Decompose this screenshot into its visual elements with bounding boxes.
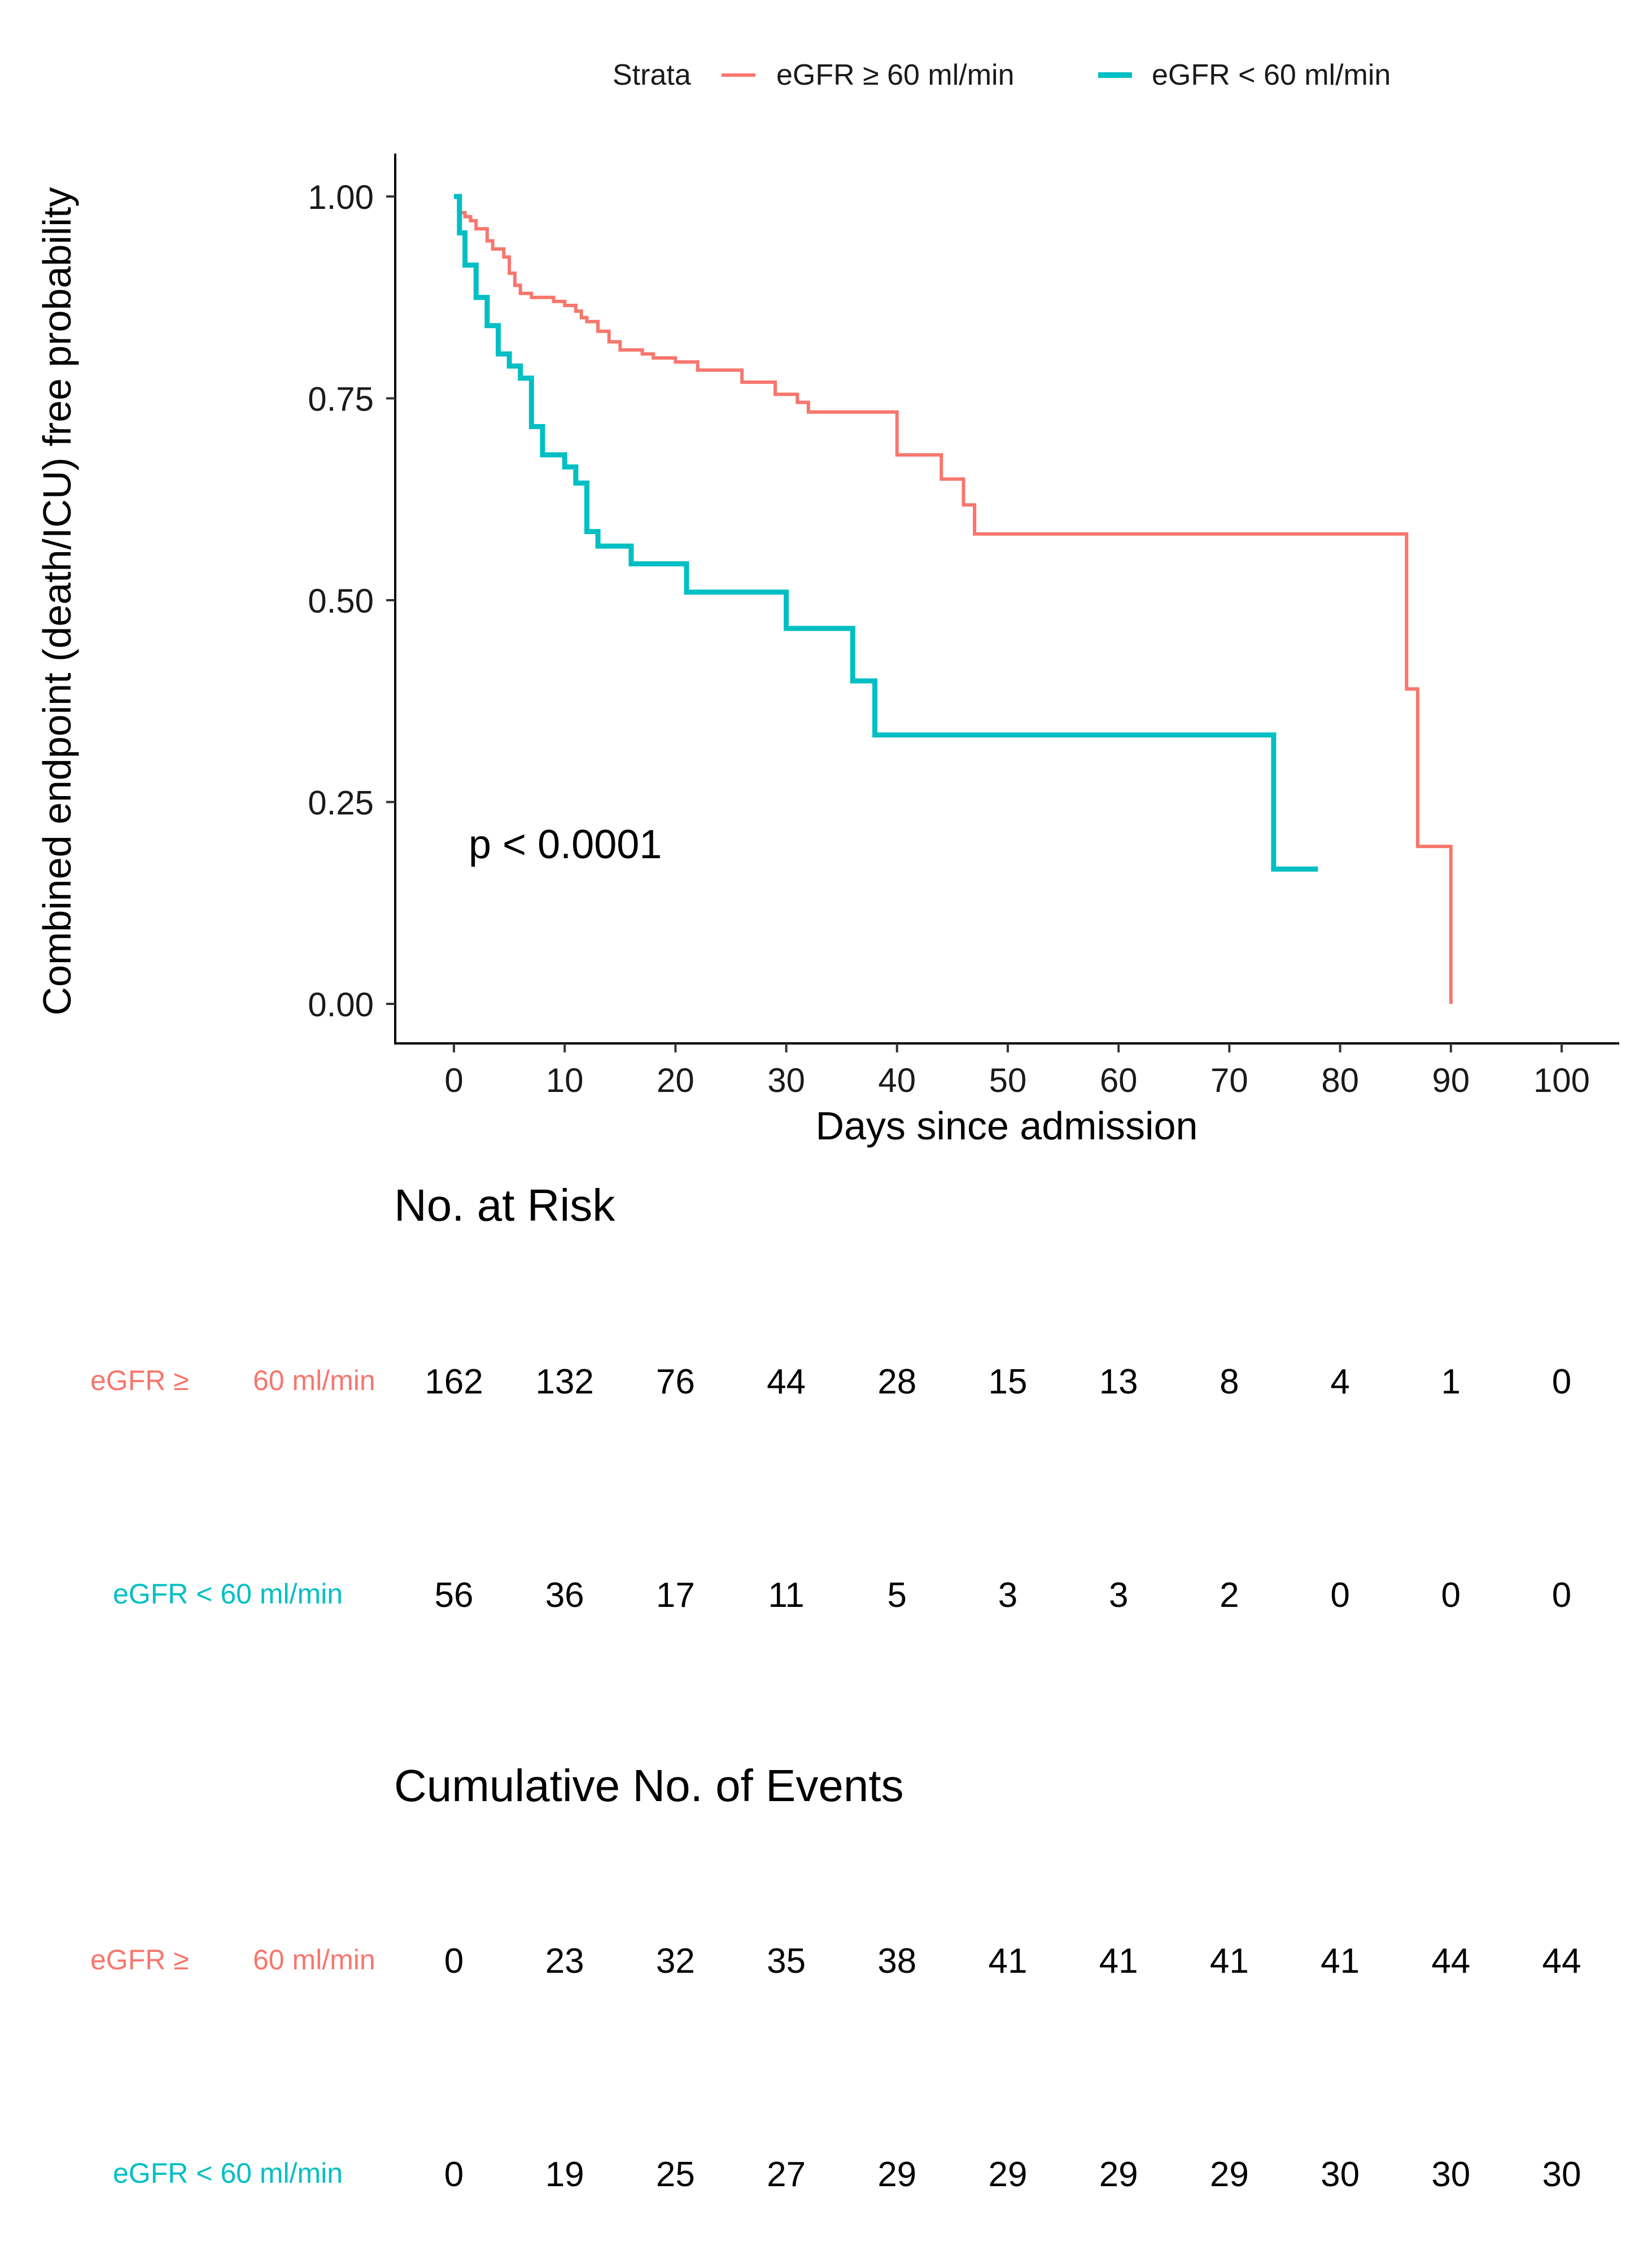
events_table-cell: 44 (1542, 1942, 1581, 1981)
curve-egfr-high (454, 195, 1453, 1004)
risk_table-cell: 3 (1109, 1576, 1128, 1615)
risk_table-cell: 0 (1441, 1576, 1461, 1615)
events-table-title: Cumulative No. of Events (394, 1760, 904, 1811)
risk_table-cell: 15 (989, 1362, 1028, 1401)
x-tick-label: 90 (1432, 1061, 1470, 1099)
events_table-cell: 38 (877, 1942, 916, 1981)
x-tick-label: 10 (546, 1061, 584, 1099)
events_table-cell: 19 (545, 2155, 584, 2194)
risk_table-cell: 132 (535, 1362, 593, 1401)
y-tick-label: 0.00 (308, 986, 374, 1024)
risk_table-cell: 28 (877, 1362, 916, 1401)
risk_table-cell: 8 (1220, 1362, 1239, 1401)
x-tick-label: 100 (1533, 1061, 1590, 1099)
legend-title: Strata (613, 59, 691, 91)
y-tick-label: 0.25 (308, 784, 374, 822)
risk_table-cell: 0 (1552, 1362, 1571, 1401)
x-tick-label: 40 (878, 1061, 916, 1099)
risk_table-row-label: eGFR ≥ (90, 1365, 189, 1396)
risk_table-cell: 3 (998, 1576, 1017, 1615)
events_table-cell: 30 (1431, 2155, 1470, 2194)
events_table-cell: 41 (1099, 1942, 1138, 1981)
risk_table-cell: 76 (656, 1362, 695, 1401)
risk_table-cell: 13 (1099, 1362, 1138, 1401)
legend-label-egfr-high: eGFR ≥ 60 ml/min (776, 59, 1015, 91)
x-tick-label: 50 (989, 1061, 1027, 1099)
events_table-row-label-unit: 60 ml/min (253, 1944, 375, 1976)
events_table-row-label: eGFR < 60 ml/min (113, 2157, 343, 2189)
events_table-cell: 41 (1210, 1942, 1249, 1981)
x-tick-label: 20 (657, 1061, 694, 1099)
events_table-cell: 29 (877, 2155, 916, 2194)
risk_table-cell: 162 (425, 1362, 483, 1401)
risk_table-cell: 4 (1330, 1362, 1349, 1401)
risk_table-cell: 44 (767, 1362, 806, 1401)
events_table-row-label: eGFR ≥ (90, 1944, 189, 1976)
legend: Strata eGFR ≥ 60 ml/min eGFR < 60 ml/min (613, 59, 1391, 91)
events_table-cell: 29 (989, 2155, 1028, 2194)
events_table-cell: 32 (656, 1942, 695, 1981)
y-axis-ticks: 0.00 0.25 0.50 0.75 1.00 (308, 178, 395, 1024)
risk_table-cell: 0 (1552, 1576, 1571, 1615)
x-tick-label: 80 (1321, 1061, 1359, 1099)
legend-label-egfr-low: eGFR < 60 ml/min (1152, 59, 1391, 91)
x-tick-label: 30 (767, 1061, 805, 1099)
risk_table-cell: 11 (768, 1576, 804, 1615)
events_table-cell: 25 (656, 2155, 695, 2194)
risk_table-row-label-unit: 60 ml/min (253, 1365, 375, 1396)
events_table-cell: 0 (444, 2155, 464, 2194)
x-axis-ticks: 0 10 20 30 40 50 60 70 80 90 100 (444, 1043, 1590, 1099)
p-value-annotation: p < 0.0001 (469, 822, 662, 867)
risk-table: eGFR ≥ 60 ml/min 162 132 76 44 28 15 13 8 4 1 0 eGFR … (90, 1362, 1571, 1615)
events_table-cell: 29 (1210, 2155, 1249, 2194)
x-tick-label: 70 (1210, 1061, 1248, 1099)
events_table-cell: 27 (767, 2155, 806, 2194)
risk_table-cell: 1 (1441, 1362, 1461, 1401)
risk_table-cell: 36 (545, 1576, 584, 1615)
events_table-cell: 30 (1542, 2155, 1581, 2194)
risk_table-cell: 17 (656, 1576, 695, 1615)
survival-curves (454, 194, 1453, 1004)
curve-egfr-low (454, 194, 1318, 872)
risk_table-cell: 56 (435, 1576, 474, 1615)
y-tick-label: 0.50 (308, 582, 374, 620)
risk-table-title: No. at Risk (394, 1180, 615, 1230)
events_table-cell: 30 (1321, 2155, 1360, 2194)
x-axis-title: Days since admission (816, 1104, 1198, 1148)
risk_table-cell: 0 (1330, 1576, 1349, 1615)
events_table-cell: 23 (545, 1942, 584, 1981)
y-axis-title: Combined endpoint (death/ICU) free proba… (35, 187, 79, 1016)
events-table: eGFR ≥ 60 ml/min 0 23 32 35 38 41 41 41 41 44 44 eGFR… (90, 1942, 1581, 2194)
x-tick-label: 0 (444, 1061, 463, 1099)
risk_table-cell: 2 (1220, 1576, 1239, 1615)
events_table-cell: 41 (1321, 1942, 1360, 1981)
y-tick-label: 1.00 (308, 178, 374, 216)
y-tick-label: 0.75 (308, 381, 374, 418)
risk_table-row-label: eGFR < 60 ml/min (113, 1578, 343, 1610)
events_table-cell: 44 (1431, 1942, 1470, 1981)
events_table-cell: 41 (989, 1942, 1028, 1981)
risk_table-cell: 5 (888, 1576, 907, 1615)
events_table-cell: 0 (444, 1942, 464, 1981)
events_table-cell: 35 (767, 1942, 806, 1981)
x-tick-label: 60 (1100, 1061, 1138, 1099)
events_table-cell: 29 (1099, 2155, 1138, 2194)
